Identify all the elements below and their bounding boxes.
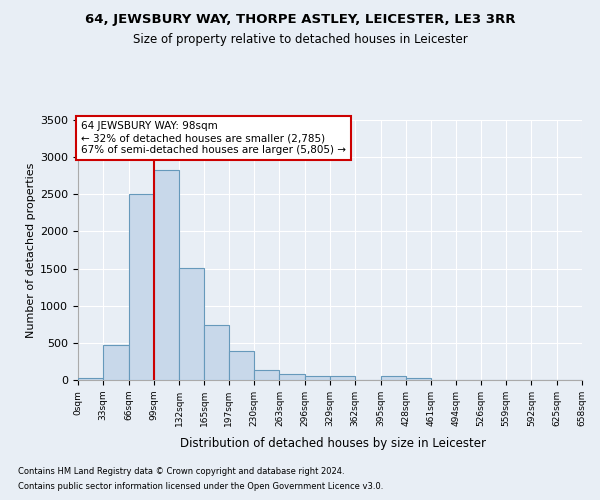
Bar [128, 194, 154, 380]
Y-axis label: Number of detached properties: Number of detached properties [26, 162, 36, 338]
Bar [154, 170, 179, 380]
Bar [280, 374, 305, 380]
Text: Contains HM Land Registry data © Crown copyright and database right 2024.: Contains HM Land Registry data © Crown c… [18, 467, 344, 476]
Bar [229, 351, 254, 380]
Text: Distribution of detached houses by size in Leicester: Distribution of detached houses by size … [180, 438, 486, 450]
Text: 64 JEWSBURY WAY: 98sqm
← 32% of detached houses are smaller (2,785)
67% of semi-: 64 JEWSBURY WAY: 98sqm ← 32% of detached… [81, 122, 346, 154]
Text: Contains public sector information licensed under the Open Government Licence v3: Contains public sector information licen… [18, 482, 383, 491]
Bar [330, 376, 355, 380]
Bar [179, 268, 205, 380]
Text: Size of property relative to detached houses in Leicester: Size of property relative to detached ho… [133, 32, 467, 46]
Bar [380, 376, 406, 380]
Bar [305, 376, 330, 380]
Bar [205, 325, 229, 380]
Text: 64, JEWSBURY WAY, THORPE ASTLEY, LEICESTER, LE3 3RR: 64, JEWSBURY WAY, THORPE ASTLEY, LEICEST… [85, 12, 515, 26]
Bar [103, 345, 128, 380]
Bar [406, 378, 431, 380]
Bar [78, 378, 103, 380]
Bar [254, 370, 280, 380]
